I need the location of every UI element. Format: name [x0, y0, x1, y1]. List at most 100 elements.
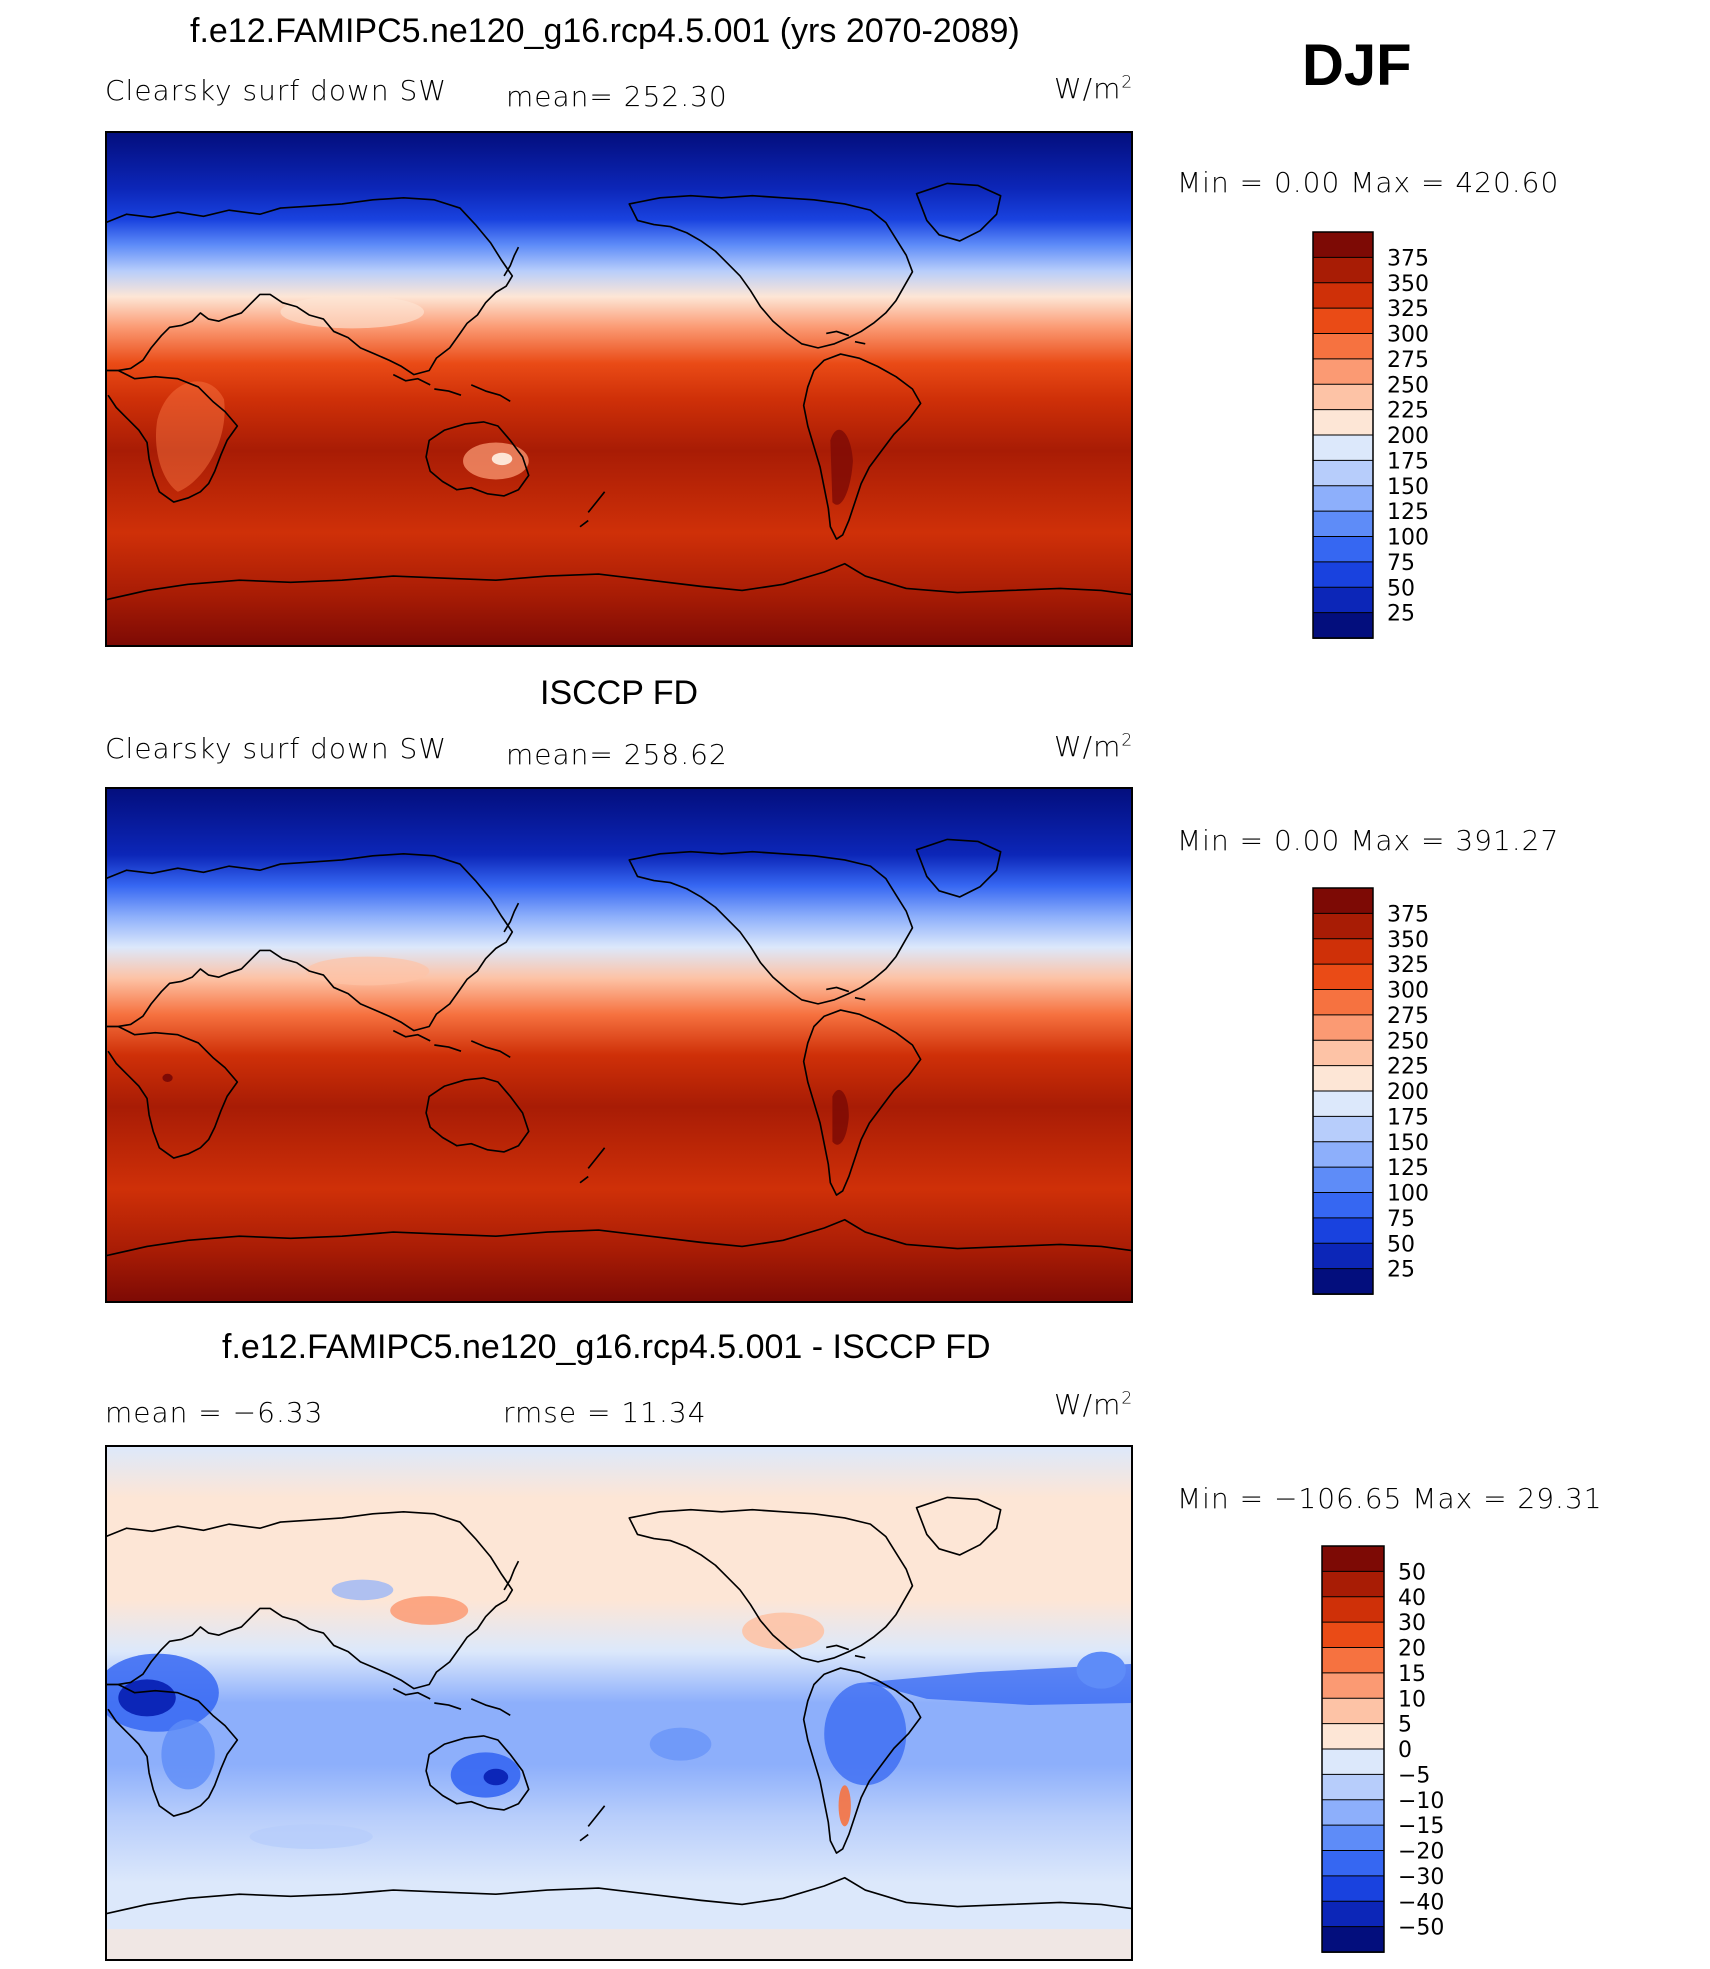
colorbar-swatch [1312, 938, 1374, 966]
colorbar-tick-label: 225 [1387, 399, 1429, 424]
colorbar-swatch [1312, 561, 1374, 589]
colorbar-swatch [1321, 1850, 1385, 1877]
colorbar-swatch [1312, 358, 1374, 386]
colorbar-swatch [1321, 1900, 1385, 1928]
colorbar-swatch [1312, 485, 1374, 513]
colorbar-swatch [1312, 1014, 1374, 1042]
colorbar-swatch [1321, 1570, 1385, 1598]
colorbar-tick-label: 275 [1387, 1004, 1429, 1029]
colorbar-tick-label: 325 [1387, 953, 1429, 978]
colorbar-swatch [1312, 383, 1374, 411]
panel2-title: ISCCP FD [540, 674, 699, 712]
colorbar-tick-label: 25 [1387, 602, 1415, 627]
colorbar-tick-label: 50 [1398, 1560, 1426, 1585]
colorbar-swatch [1321, 1799, 1385, 1827]
colorbar-tick-label: 125 [1387, 1156, 1429, 1181]
colorbar-tick-label: 5 [1398, 1713, 1412, 1738]
colorbar-swatch [1312, 536, 1374, 563]
colorbar-swatch [1312, 434, 1374, 462]
colorbar-swatch [1321, 1647, 1385, 1674]
colorbar-tick-label: 50 [1387, 576, 1415, 601]
colorbar-tick-label: −5 [1398, 1763, 1430, 1788]
colorbar-tick-label: 75 [1387, 551, 1415, 576]
colorbar-frame [1321, 1545, 1385, 1953]
colorbar-tick-label: 100 [1387, 1182, 1429, 1207]
colorbar-swatch [1312, 586, 1374, 614]
map-panel-model [105, 131, 1133, 647]
colorbar-frame [1312, 231, 1374, 639]
colorbar-swatch [1321, 1926, 1385, 1953]
colorbar-swatch [1312, 1065, 1374, 1092]
colorbar-panel2: 3753503253002752502252001751501251007550… [1312, 887, 1429, 1295]
colorbar-tick-label: 250 [1387, 373, 1429, 398]
map-panel-observation [105, 787, 1133, 1303]
colorbar-swatch [1321, 1773, 1385, 1801]
colorbar-tick-label: 375 [1387, 902, 1429, 927]
colorbar-swatch [1321, 1621, 1385, 1649]
colorbar-tick-label: 350 [1387, 928, 1429, 953]
colorbar-tick-label: 200 [1387, 1080, 1429, 1105]
colorbar-swatch [1312, 1192, 1374, 1219]
colorbar-tick-label: 100 [1387, 526, 1429, 551]
panel3-mean-label: mean = −6.33 [105, 1396, 324, 1429]
colorbar-tick-label: 10 [1398, 1687, 1426, 1712]
colorbar-tick-label: 175 [1387, 1105, 1429, 1130]
colorbar-tick-label: −30 [1398, 1865, 1444, 1890]
colorbar-tick-label: −50 [1398, 1916, 1444, 1941]
colorbar-tick-label: 30 [1398, 1611, 1426, 1636]
colorbar-tick-label: 150 [1387, 475, 1429, 500]
colorbar-swatch [1312, 256, 1374, 284]
panel1-minmax: Min = 0.00 Max = 420.60 [1177, 166, 1560, 199]
colorbar-swatch [1312, 989, 1374, 1016]
colorbar-tick-label: 25 [1387, 1258, 1415, 1283]
colorbar-swatch [1312, 1090, 1374, 1118]
panel2-units: W/m2 [1054, 730, 1134, 763]
colorbar-tick-label: 225 [1387, 1055, 1429, 1080]
panel3-rmse-label: rmse = 11.34 [503, 1396, 707, 1429]
colorbar-swatch [1321, 1596, 1385, 1624]
colorbar-tick-label: −10 [1398, 1789, 1444, 1814]
colorbar-swatch [1321, 1672, 1385, 1700]
colorbar-swatch [1312, 510, 1374, 538]
colorbar-tick-label: 300 [1387, 979, 1429, 1004]
colorbar-swatch [1321, 1748, 1385, 1776]
panel1-field-label: Clearsky surf down SW [105, 74, 448, 107]
colorbar-swatch [1321, 1875, 1385, 1903]
colorbar-swatch [1312, 282, 1374, 310]
colorbar-swatch [1321, 1824, 1385, 1852]
colorbar-swatch [1312, 409, 1374, 436]
colorbar-swatch [1312, 1141, 1374, 1169]
page-title: f.e12.FAMIPC5.ne120_g16.rcp4.5.001 (yrs … [190, 12, 1020, 50]
colorbar-tick-label: −20 [1398, 1840, 1444, 1865]
colorbar-swatch [1312, 231, 1374, 259]
colorbar-tick-label: 40 [1398, 1586, 1426, 1611]
panel3-units: W/m2 [1054, 1388, 1134, 1421]
colorbar-tick-label: 275 [1387, 348, 1429, 373]
panel3-title: f.e12.FAMIPC5.ne120_g16.rcp4.5.001 - ISC… [222, 1328, 991, 1366]
colorbar-tick-label: 350 [1387, 272, 1429, 297]
colorbar-swatch [1312, 307, 1374, 335]
colorbar-swatch [1312, 1217, 1374, 1245]
panel2-mean-label: mean= 258.62 [506, 738, 728, 771]
map-panel-difference [105, 1445, 1133, 1961]
colorbar-swatch [1312, 963, 1374, 991]
colorbar-swatch [1312, 1242, 1374, 1270]
colorbar-swatch [1312, 887, 1374, 915]
colorbar-swatch [1312, 1268, 1374, 1295]
colorbar-swatch [1312, 912, 1374, 940]
panel3-minmax: Min = −106.65 Max = 29.31 [1177, 1482, 1603, 1515]
panel1-units: W/m2 [1054, 72, 1134, 105]
colorbar-tick-label: 375 [1387, 246, 1429, 271]
colorbar-swatch [1321, 1545, 1385, 1573]
colorbar-swatch [1312, 612, 1374, 639]
colorbar-frame [1312, 887, 1374, 1295]
colorbar-swatch [1312, 1115, 1374, 1143]
colorbar-swatch [1312, 1039, 1374, 1067]
colorbar-tick-label: 250 [1387, 1029, 1429, 1054]
panel1-mean-label: mean= 252.30 [506, 80, 728, 113]
colorbar-tick-label: 300 [1387, 323, 1429, 348]
colorbar-tick-label: 0 [1398, 1738, 1412, 1763]
colorbar-tick-label: 75 [1387, 1207, 1415, 1232]
